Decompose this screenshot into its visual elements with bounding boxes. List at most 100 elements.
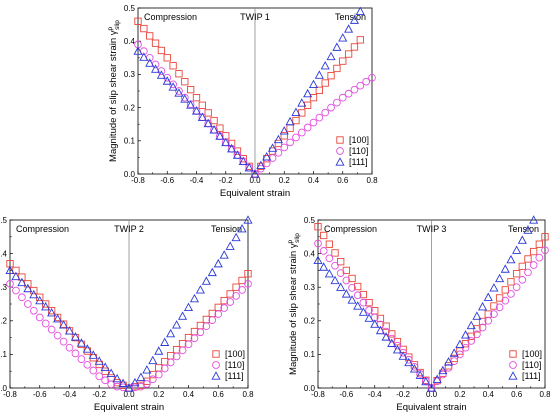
data-point <box>131 383 139 392</box>
data-point <box>198 101 206 109</box>
data-point <box>332 42 342 51</box>
data-point <box>124 383 134 392</box>
data-point <box>466 320 476 330</box>
x-tick-label: -0.2 <box>219 176 233 185</box>
x-tick-label: 0.4 <box>483 390 495 399</box>
x-tick-label: 0.8 <box>539 390 550 399</box>
legend-marker <box>509 350 517 358</box>
y-tick-label: 0.5 <box>124 4 136 13</box>
x-tick-label: 0.2 <box>279 176 291 185</box>
legend-marker <box>508 371 518 380</box>
x-tick-label: -0.4 <box>368 390 382 399</box>
data-point <box>29 289 39 299</box>
data-point <box>83 360 92 369</box>
data-point <box>172 352 181 361</box>
data-point <box>286 124 294 132</box>
series-square <box>314 223 549 392</box>
x-tick-label: -0.6 <box>33 390 47 399</box>
data-point <box>353 291 362 300</box>
data-point <box>353 301 363 310</box>
legend-marker <box>336 136 344 144</box>
data-point <box>203 118 213 128</box>
legend-entry: [110] <box>225 360 244 370</box>
data-point <box>348 284 356 292</box>
data-point <box>393 341 402 350</box>
data-point <box>267 143 278 152</box>
data-point <box>450 354 458 363</box>
data-point <box>314 223 322 231</box>
data-point <box>387 338 397 347</box>
data-point <box>11 271 21 281</box>
x-tick-label: -0.2 <box>92 390 106 399</box>
data-point <box>364 313 374 322</box>
data-point <box>24 300 32 308</box>
data-point <box>376 314 385 323</box>
data-point <box>541 233 549 241</box>
data-point <box>257 162 265 171</box>
data-point <box>410 362 419 371</box>
legend-entry: [100] <box>522 349 542 359</box>
data-point <box>219 250 229 259</box>
y-tick-label: 0.1 <box>0 350 8 359</box>
data-point <box>226 298 235 306</box>
data-point <box>163 54 171 62</box>
data-point <box>143 380 151 388</box>
data-point <box>432 374 442 383</box>
data-point <box>163 73 172 82</box>
data-point <box>100 362 110 371</box>
data-point <box>166 358 175 367</box>
chart-panel-twip-3: -0.8 -0.6 -0.4 -0.2 0.0 0.2 0.4 0.6 0.8 0.0 0.1 0.2… <box>287 215 550 413</box>
data-point <box>381 332 391 341</box>
x-tick-label: -0.4 <box>63 390 77 399</box>
legend-entry: [110] <box>522 360 541 370</box>
data-point <box>18 293 26 302</box>
legend-entry: [111] <box>349 157 368 167</box>
data-point <box>320 61 330 70</box>
data-point <box>215 131 225 140</box>
x-tick-label: 0.2 <box>153 390 165 399</box>
data-point <box>238 156 248 166</box>
data-point <box>331 261 339 270</box>
data-point <box>101 376 110 385</box>
data-point <box>297 98 307 107</box>
data-point <box>392 344 403 354</box>
data-point <box>518 275 527 284</box>
data-point <box>273 134 283 144</box>
chart-panel-twip-2: -0.8 -0.6 -0.4 -0.2 0.0 0.2 0.4 0.6 0.8 0.0 0.1 0.2… <box>0 215 254 413</box>
data-point <box>450 357 459 365</box>
data-point <box>53 331 62 340</box>
data-point <box>495 273 505 283</box>
x-tick-label: 0.2 <box>454 390 466 399</box>
data-point <box>339 57 347 65</box>
x-tick-label: 0.6 <box>213 390 225 399</box>
data-point <box>308 79 319 89</box>
data-point <box>321 108 330 117</box>
data-point <box>443 357 454 366</box>
data-point <box>303 123 312 132</box>
y-tick-label: 0.2 <box>124 103 136 112</box>
data-point <box>344 24 354 33</box>
x-tick-label: 0.4 <box>183 390 195 399</box>
data-point <box>336 269 345 277</box>
data-point <box>17 277 27 287</box>
data-point <box>151 39 160 47</box>
legend-marker <box>335 157 345 166</box>
data-point <box>368 73 376 82</box>
x-axis-label: Equivalent strain <box>220 188 290 199</box>
x-axis-label: Equivalent strain <box>396 402 466 413</box>
annotation-tension: Tension <box>335 12 366 22</box>
y-tick-label: 0.4 <box>124 37 136 46</box>
data-point <box>449 348 459 357</box>
y-axis-label-superscript: p <box>287 239 294 243</box>
data-point <box>70 332 81 341</box>
data-point <box>517 235 527 244</box>
x-tick-label: 0.0 <box>123 390 135 399</box>
data-point <box>304 101 312 109</box>
data-point <box>238 286 246 294</box>
chart-panel-twip-1: -0.8 -0.6 -0.4 -0.2 0.0 0.2 0.4 0.6 0.8 0.0 0.1 0.2… <box>107 4 378 199</box>
y-tick-label: 0.1 <box>124 137 136 146</box>
data-point <box>196 328 205 337</box>
data-point <box>393 337 402 346</box>
data-point <box>58 320 69 329</box>
data-point <box>460 330 471 339</box>
